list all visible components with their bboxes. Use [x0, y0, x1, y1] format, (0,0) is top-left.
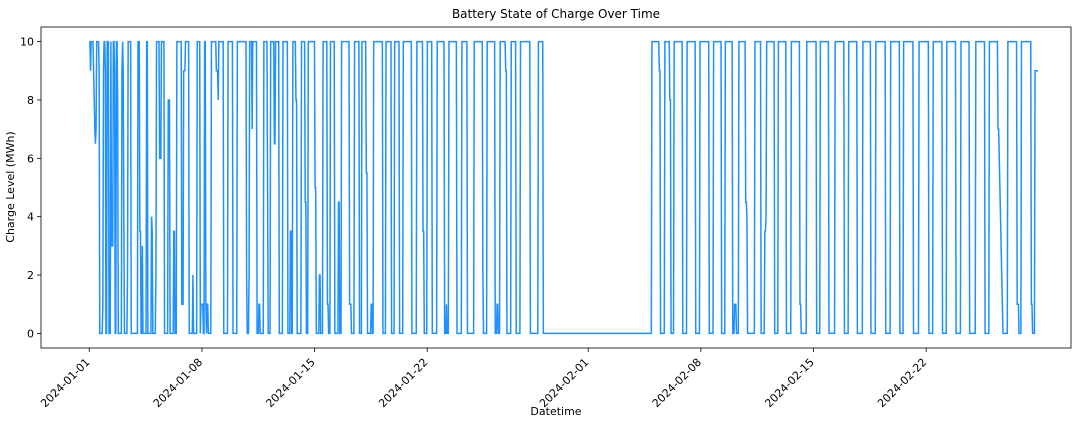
y-tick-label: 0	[27, 327, 34, 340]
series-layer	[89, 40, 1039, 335]
x-axis: 2024-01-01 2024-01-08 2024-01-15 2024-01-22…	[38, 348, 929, 410]
y-axis-label: Charge Level (MWh)	[4, 131, 17, 242]
chart-title: Battery State of Charge Over Time	[452, 7, 660, 21]
x-tick-label: 2024-02-08	[650, 356, 704, 410]
x-tick-label: 2024-01-22	[376, 356, 430, 410]
y-tick-label: 2	[27, 269, 34, 282]
x-tick-label: 2024-01-08	[151, 356, 205, 410]
x-tick-label: 2024-02-01	[537, 356, 591, 410]
plot-area-frame	[40, 26, 1072, 349]
series-line	[89, 40, 1039, 335]
x-tick-label: 2024-01-01	[38, 356, 92, 410]
x-tick-label: 2024-01-15	[263, 356, 317, 410]
y-tick-label: 10	[20, 36, 34, 49]
y-tick-label: 8	[27, 94, 34, 107]
x-tick-label: 2024-02-15	[762, 356, 816, 410]
x-axis-label: Datetime	[530, 405, 581, 418]
y-tick-label: 4	[27, 211, 34, 224]
y-axis: 0 2 4 6 8 10	[20, 36, 41, 340]
y-tick-label: 6	[27, 152, 34, 165]
x-tick-label: 2024-02-22	[875, 356, 929, 410]
